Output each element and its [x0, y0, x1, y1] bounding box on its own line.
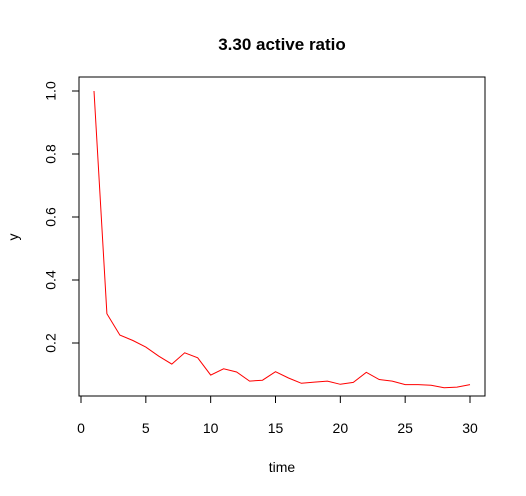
y-tick-label: 0.2 [43, 333, 59, 353]
x-tick-label: 20 [333, 420, 349, 436]
y-tick-label: 0.8 [43, 144, 59, 164]
x-axis: 0 5 10 15 20 25 30 [77, 396, 478, 436]
y-axis-label: y [5, 234, 21, 241]
x-tick-label: 10 [203, 420, 219, 436]
plot-frame [79, 77, 485, 396]
x-tick-label: 15 [268, 420, 284, 436]
x-tick-label: 0 [77, 420, 85, 436]
x-axis-label: time [269, 459, 296, 475]
y-axis: 0.2 0.4 0.6 0.8 1.0 [43, 81, 79, 353]
y-tick-label: 0.4 [43, 270, 59, 290]
x-tick-label: 30 [462, 420, 478, 436]
y-tick-label: 1.0 [43, 81, 59, 101]
y-tick-label: 0.6 [43, 207, 59, 227]
series-line-0 [94, 91, 470, 388]
chart-title: 3.30 active ratio [218, 35, 346, 54]
series-layer [94, 91, 470, 388]
x-tick-label: 25 [397, 420, 413, 436]
x-tick-label: 5 [142, 420, 150, 436]
